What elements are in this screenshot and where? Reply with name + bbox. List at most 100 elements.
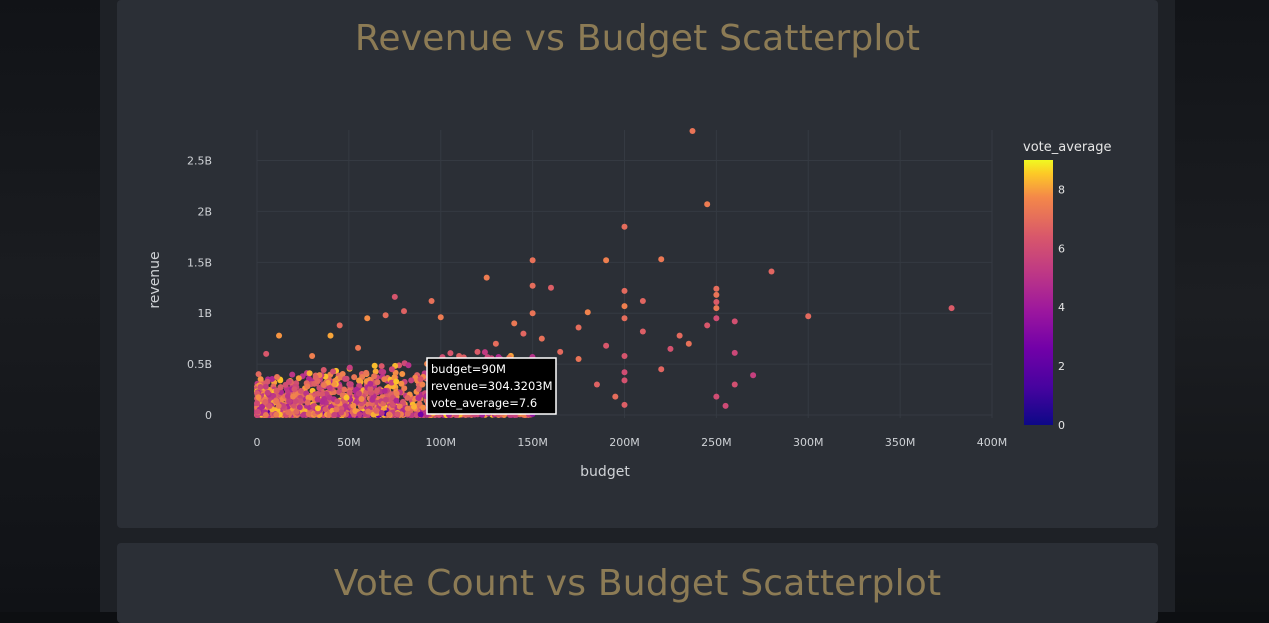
data-point[interactable] xyxy=(305,411,312,418)
data-point[interactable] xyxy=(304,399,311,406)
data-point[interactable] xyxy=(356,377,363,384)
data-point[interactable] xyxy=(713,393,720,400)
data-point[interactable] xyxy=(575,324,582,331)
data-point[interactable] xyxy=(538,335,545,342)
data-point[interactable] xyxy=(262,411,269,418)
data-point[interactable] xyxy=(292,398,299,405)
data-point[interactable] xyxy=(575,356,582,363)
data-point[interactable] xyxy=(373,407,380,414)
data-point[interactable] xyxy=(621,369,628,376)
data-point[interactable] xyxy=(483,274,490,281)
data-point[interactable] xyxy=(326,411,333,418)
data-point[interactable] xyxy=(474,348,481,355)
data-point[interactable] xyxy=(330,368,337,375)
data-point[interactable] xyxy=(367,380,374,387)
data-point[interactable] xyxy=(291,386,298,393)
data-point[interactable] xyxy=(285,409,292,416)
data-point[interactable] xyxy=(388,366,395,373)
data-point[interactable] xyxy=(394,411,401,418)
data-point[interactable] xyxy=(314,391,321,398)
data-point[interactable] xyxy=(396,403,403,410)
data-point[interactable] xyxy=(262,398,269,405)
data-point[interactable] xyxy=(274,374,281,381)
data-point[interactable] xyxy=(273,411,280,418)
data-point[interactable] xyxy=(612,393,619,400)
data-point[interactable] xyxy=(713,315,720,322)
data-point[interactable] xyxy=(369,396,376,403)
data-point[interactable] xyxy=(259,403,266,410)
data-point[interactable] xyxy=(713,291,720,298)
data-point[interactable] xyxy=(263,350,270,357)
data-point[interactable] xyxy=(621,377,628,384)
data-point[interactable] xyxy=(331,411,338,418)
data-point[interactable] xyxy=(341,386,348,393)
data-point[interactable] xyxy=(310,403,317,410)
data-point[interactable] xyxy=(279,403,286,410)
data-point[interactable] xyxy=(417,411,424,418)
data-point[interactable] xyxy=(367,385,374,392)
data-point[interactable] xyxy=(415,394,422,401)
data-point[interactable] xyxy=(347,381,354,388)
data-point[interactable] xyxy=(326,384,333,391)
data-point[interactable] xyxy=(290,393,297,400)
data-point[interactable] xyxy=(603,257,610,264)
data-point[interactable] xyxy=(351,374,358,381)
data-point[interactable] xyxy=(621,401,628,408)
data-point[interactable] xyxy=(381,387,388,394)
data-point[interactable] xyxy=(382,396,389,403)
data-point[interactable] xyxy=(731,349,738,356)
data-point[interactable] xyxy=(658,366,665,373)
data-point[interactable] xyxy=(689,128,696,135)
data-point[interactable] xyxy=(333,406,340,413)
data-point[interactable] xyxy=(305,394,312,401)
data-point[interactable] xyxy=(257,376,264,383)
data-point[interactable] xyxy=(364,315,371,322)
data-point[interactable] xyxy=(520,330,527,337)
data-point[interactable] xyxy=(529,257,536,264)
data-point[interactable] xyxy=(320,367,327,374)
data-point[interactable] xyxy=(704,322,711,329)
data-point[interactable] xyxy=(264,389,271,396)
data-point[interactable] xyxy=(306,375,313,382)
data-point[interactable] xyxy=(289,371,296,378)
data-point[interactable] xyxy=(388,379,395,386)
data-point[interactable] xyxy=(621,315,628,322)
data-point[interactable] xyxy=(352,408,359,415)
data-points[interactable] xyxy=(254,128,955,418)
data-point[interactable] xyxy=(327,332,334,339)
data-point[interactable] xyxy=(410,403,417,410)
data-point[interactable] xyxy=(266,403,273,410)
data-point[interactable] xyxy=(358,396,365,403)
data-point[interactable] xyxy=(658,256,665,263)
data-point[interactable] xyxy=(639,298,646,304)
data-point[interactable] xyxy=(667,345,674,352)
data-point[interactable] xyxy=(391,293,398,300)
data-point[interactable] xyxy=(381,376,388,383)
data-point[interactable] xyxy=(371,373,378,380)
data-point[interactable] xyxy=(293,408,300,415)
data-point[interactable] xyxy=(417,376,424,383)
data-point[interactable] xyxy=(401,385,408,392)
data-point[interactable] xyxy=(314,396,321,403)
data-point[interactable] xyxy=(365,408,372,415)
data-point[interactable] xyxy=(339,370,346,377)
data-point[interactable] xyxy=(768,268,775,275)
data-point[interactable] xyxy=(286,398,293,405)
data-point[interactable] xyxy=(346,364,353,371)
data-point[interactable] xyxy=(639,328,646,335)
data-point[interactable] xyxy=(284,393,291,400)
data-point[interactable] xyxy=(704,201,711,208)
data-point[interactable] xyxy=(584,309,591,316)
data-point[interactable] xyxy=(355,390,362,397)
data-point[interactable] xyxy=(750,372,757,379)
data-point[interactable] xyxy=(378,410,385,417)
data-point[interactable] xyxy=(415,385,422,392)
data-point[interactable] xyxy=(385,411,392,418)
data-point[interactable] xyxy=(301,411,308,418)
data-point[interactable] xyxy=(420,404,427,411)
data-point[interactable] xyxy=(511,320,518,327)
data-point[interactable] xyxy=(382,312,389,319)
data-point[interactable] xyxy=(492,340,499,347)
data-point[interactable] xyxy=(295,375,302,382)
data-point[interactable] xyxy=(350,402,357,409)
